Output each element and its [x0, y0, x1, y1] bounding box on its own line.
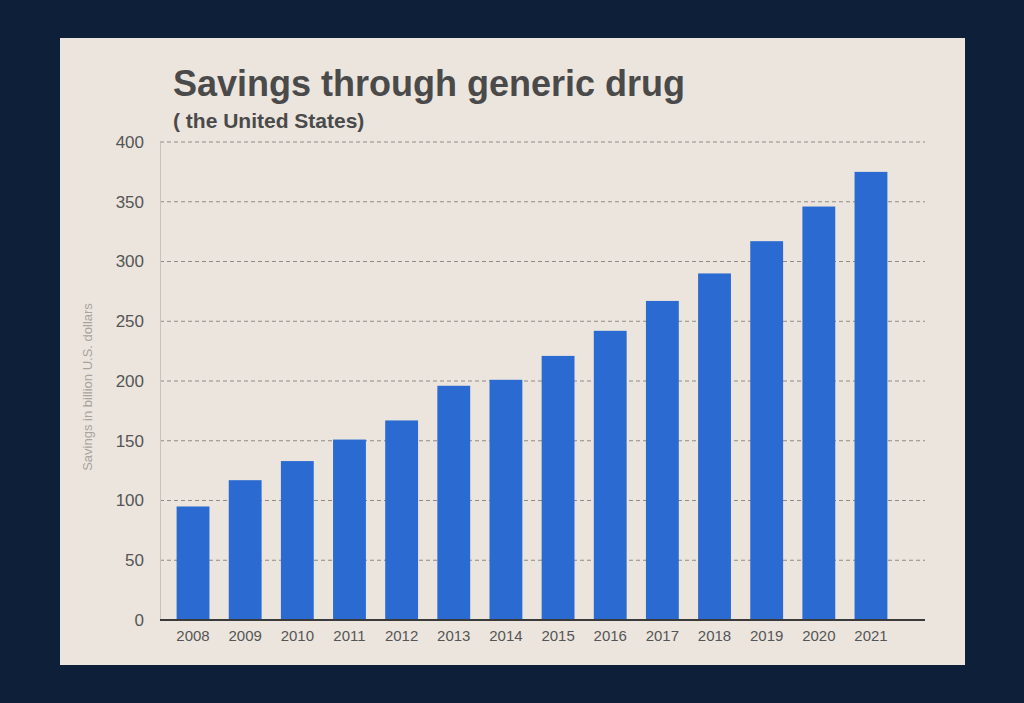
chart-subtitle: ( the United States)	[173, 109, 364, 132]
x-tick-label: 2020	[802, 627, 835, 644]
bar	[542, 356, 575, 620]
y-tick: 350	[116, 193, 160, 212]
y-tick-label: 350	[116, 193, 144, 212]
x-tick: 2010	[281, 627, 314, 644]
bar	[698, 273, 731, 620]
y-tick: 400	[116, 133, 160, 152]
grid-line	[160, 620, 925, 621]
x-tick-label: 2018	[698, 627, 731, 644]
x-tick: 2009	[228, 627, 261, 644]
y-tick: 250	[116, 312, 160, 331]
x-tick-label: 2021	[854, 627, 887, 644]
grid-line	[160, 201, 925, 202]
x-tick: 2012	[385, 627, 418, 644]
y-tick: 50	[125, 551, 160, 570]
y-tick: 0	[135, 611, 160, 630]
y-axis-title: Savings in billion U.S. dollars	[80, 303, 95, 471]
x-tick-label: 2016	[594, 627, 627, 644]
bar	[750, 241, 783, 620]
bar	[489, 380, 522, 620]
bar	[802, 207, 835, 620]
y-tick-label: 200	[116, 372, 144, 391]
y-axis: 0 50 100 150 200 250 300 350 400	[116, 133, 161, 630]
x-tick: 2013	[437, 627, 470, 644]
x-tick-label: 2009	[228, 627, 261, 644]
chart-svg: Savings through generic drug ( the United…	[0, 0, 1024, 703]
bar	[229, 480, 262, 620]
x-tick-label: 2014	[489, 627, 522, 644]
page-background	[0, 0, 1024, 703]
x-tick-label: 2012	[385, 627, 418, 644]
chart-title: Savings through generic drug	[173, 63, 685, 104]
x-tick: 2014	[489, 627, 522, 644]
x-axis: 2008 2009 2010 2011 2012 2013 2014 2015 2016 2017…	[160, 620, 925, 644]
y-tick-label: 150	[116, 432, 144, 451]
grid-line	[160, 142, 925, 143]
bar	[855, 172, 888, 620]
x-tick-label: 2011	[333, 627, 365, 644]
x-tick: 2021	[854, 627, 887, 644]
y-tick-label: 250	[116, 312, 144, 331]
bar	[594, 331, 627, 620]
x-tick: 2020	[802, 627, 835, 644]
y-axis-line	[160, 143, 161, 621]
x-tick-label: 2019	[750, 627, 783, 644]
x-tick-label: 2008	[176, 627, 209, 644]
x-tick-label: 2015	[541, 627, 574, 644]
x-tick: 2017	[646, 627, 679, 644]
card-background	[60, 38, 965, 665]
x-tick: 2011	[333, 627, 365, 644]
y-tick-label: 0	[135, 611, 144, 630]
bar	[333, 440, 366, 620]
x-tick: 2016	[594, 627, 627, 644]
x-tick: 2008	[176, 627, 209, 644]
y-tick: 300	[116, 252, 160, 271]
bar	[437, 386, 470, 620]
y-tick-label: 100	[116, 491, 144, 510]
bars	[177, 172, 888, 620]
x-tick-label: 2010	[281, 627, 314, 644]
x-tick-label: 2013	[437, 627, 470, 644]
y-tick-label: 50	[125, 551, 144, 570]
x-tick-label: 2017	[646, 627, 679, 644]
y-tick-label: 400	[116, 133, 144, 152]
bar	[385, 420, 418, 620]
y-tick: 150	[116, 432, 160, 451]
y-tick-label: 300	[116, 252, 144, 271]
grid	[160, 142, 925, 620]
x-tick: 2015	[541, 627, 574, 644]
x-axis-line	[160, 619, 925, 621]
y-tick: 100	[116, 491, 160, 510]
bar	[177, 506, 210, 620]
y-tick: 200	[116, 372, 160, 391]
x-tick: 2019	[750, 627, 783, 644]
bar	[281, 461, 314, 620]
x-tick: 2018	[698, 627, 731, 644]
bar	[646, 301, 679, 620]
